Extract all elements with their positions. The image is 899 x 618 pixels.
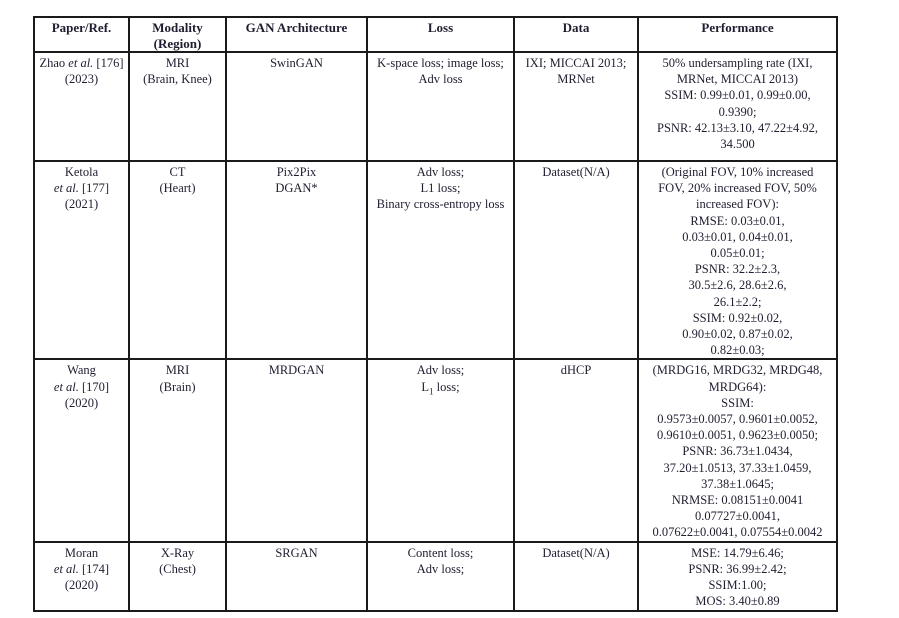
cell-loss: Content loss; Adv loss;	[366, 540, 515, 612]
table-row: Ketola et al. [177] (2021) CT (Heart) Pi…	[33, 159, 838, 361]
loss-l1-subscript: 1	[429, 386, 434, 397]
cell-data: IXI; MICCAI 2013; MRNet	[513, 51, 639, 162]
loss-line: Adv loss;	[416, 363, 465, 378]
et-al: et al.	[53, 181, 79, 196]
column-header-modality: Modality (Region)	[128, 16, 227, 53]
cell-loss: Adv loss; L1 loss; Binary cross-entropy …	[366, 159, 515, 361]
paper-year: (2020)	[64, 578, 99, 593]
column-header-data: Data	[513, 16, 639, 53]
et-al: et al.	[68, 56, 94, 70]
paper-citation: Zhao et al. [176]	[37, 55, 126, 71]
cell-performance: (MRDG16, MRDG32, MRDG48, MRDG64): SSIM: …	[637, 358, 838, 543]
cell-data: Dataset(N/A)	[513, 540, 639, 612]
header-row: Paper/Ref. Modality (Region) GAN Archite…	[33, 16, 838, 53]
cell-paper-ref: Moran et al. [174] (2020)	[33, 540, 130, 612]
cell-loss: Adv loss; L1 loss;	[366, 358, 515, 543]
column-header-loss: Loss	[366, 16, 515, 53]
loss-l1-base: L	[421, 379, 430, 394]
cell-paper-ref: Wang et al. [170] (2020)	[33, 358, 130, 543]
column-header-gan-architecture: GAN Architecture	[225, 16, 368, 53]
ref-number: [177]	[78, 181, 110, 196]
author-name: Moran	[64, 545, 99, 560]
column-header-performance: Performance	[637, 16, 838, 53]
et-al: et al.	[53, 561, 79, 576]
cell-gan-architecture: MRDGAN	[225, 358, 368, 543]
cell-modality: CT (Heart)	[128, 159, 227, 361]
paper-citation: et al. [170]	[37, 379, 126, 395]
paper-year: (2021)	[64, 197, 99, 212]
author-name: Zhao	[39, 56, 69, 70]
cell-modality: MRI (Brain, Knee)	[128, 51, 227, 162]
ref-number: [174]	[78, 561, 110, 576]
loss-l1-rest: loss;	[433, 379, 460, 394]
cell-paper-ref: Zhao et al. [176] (2023)	[33, 51, 130, 162]
cell-data: Dataset(N/A)	[513, 159, 639, 361]
paper-citation: et al. [174]	[37, 561, 126, 577]
cell-performance: 50% undersampling rate (IXI, MRNet, MICC…	[637, 51, 838, 162]
cell-data: dHCP	[513, 358, 639, 543]
ref-number: [170]	[78, 379, 110, 394]
et-al: et al.	[53, 379, 79, 394]
cell-modality: MRI (Brain)	[128, 358, 227, 543]
loss-line: L1 loss;	[370, 379, 511, 397]
cell-performance: MSE: 14.79±6.46; PSNR: 36.99±2.42; SSIM:…	[637, 540, 838, 612]
table-row: Zhao et al. [176] (2023) MRI (Brain, Kne…	[33, 51, 838, 162]
cell-gan-architecture: SRGAN	[225, 540, 368, 612]
paper-year: (2020)	[64, 395, 99, 410]
cell-loss: K-space loss; image loss; Adv loss	[366, 51, 515, 162]
paper-citation: et al. [177]	[37, 180, 126, 196]
gan-comparison-table: Paper/Ref. Modality (Region) GAN Archite…	[33, 16, 838, 612]
author-name: Wang	[67, 363, 96, 378]
ref-number: [176]	[93, 56, 124, 70]
cell-paper-ref: Ketola et al. [177] (2021)	[33, 159, 130, 361]
cell-modality: X-Ray (Chest)	[128, 540, 227, 612]
column-header-paper-ref: Paper/Ref.	[33, 16, 130, 53]
cell-gan-architecture: Pix2Pix DGAN*	[225, 159, 368, 361]
author-name: Ketola	[64, 165, 99, 179]
paper-year: (2023)	[64, 72, 99, 87]
table-row: Wang et al. [170] (2020) MRI (Brain) MRD…	[33, 358, 838, 543]
cell-performance: (Original FOV, 10% increased FOV, 20% in…	[637, 159, 838, 361]
table-row: Moran et al. [174] (2020) X-Ray (Chest) …	[33, 540, 838, 612]
cell-gan-architecture: SwinGAN	[225, 51, 368, 162]
